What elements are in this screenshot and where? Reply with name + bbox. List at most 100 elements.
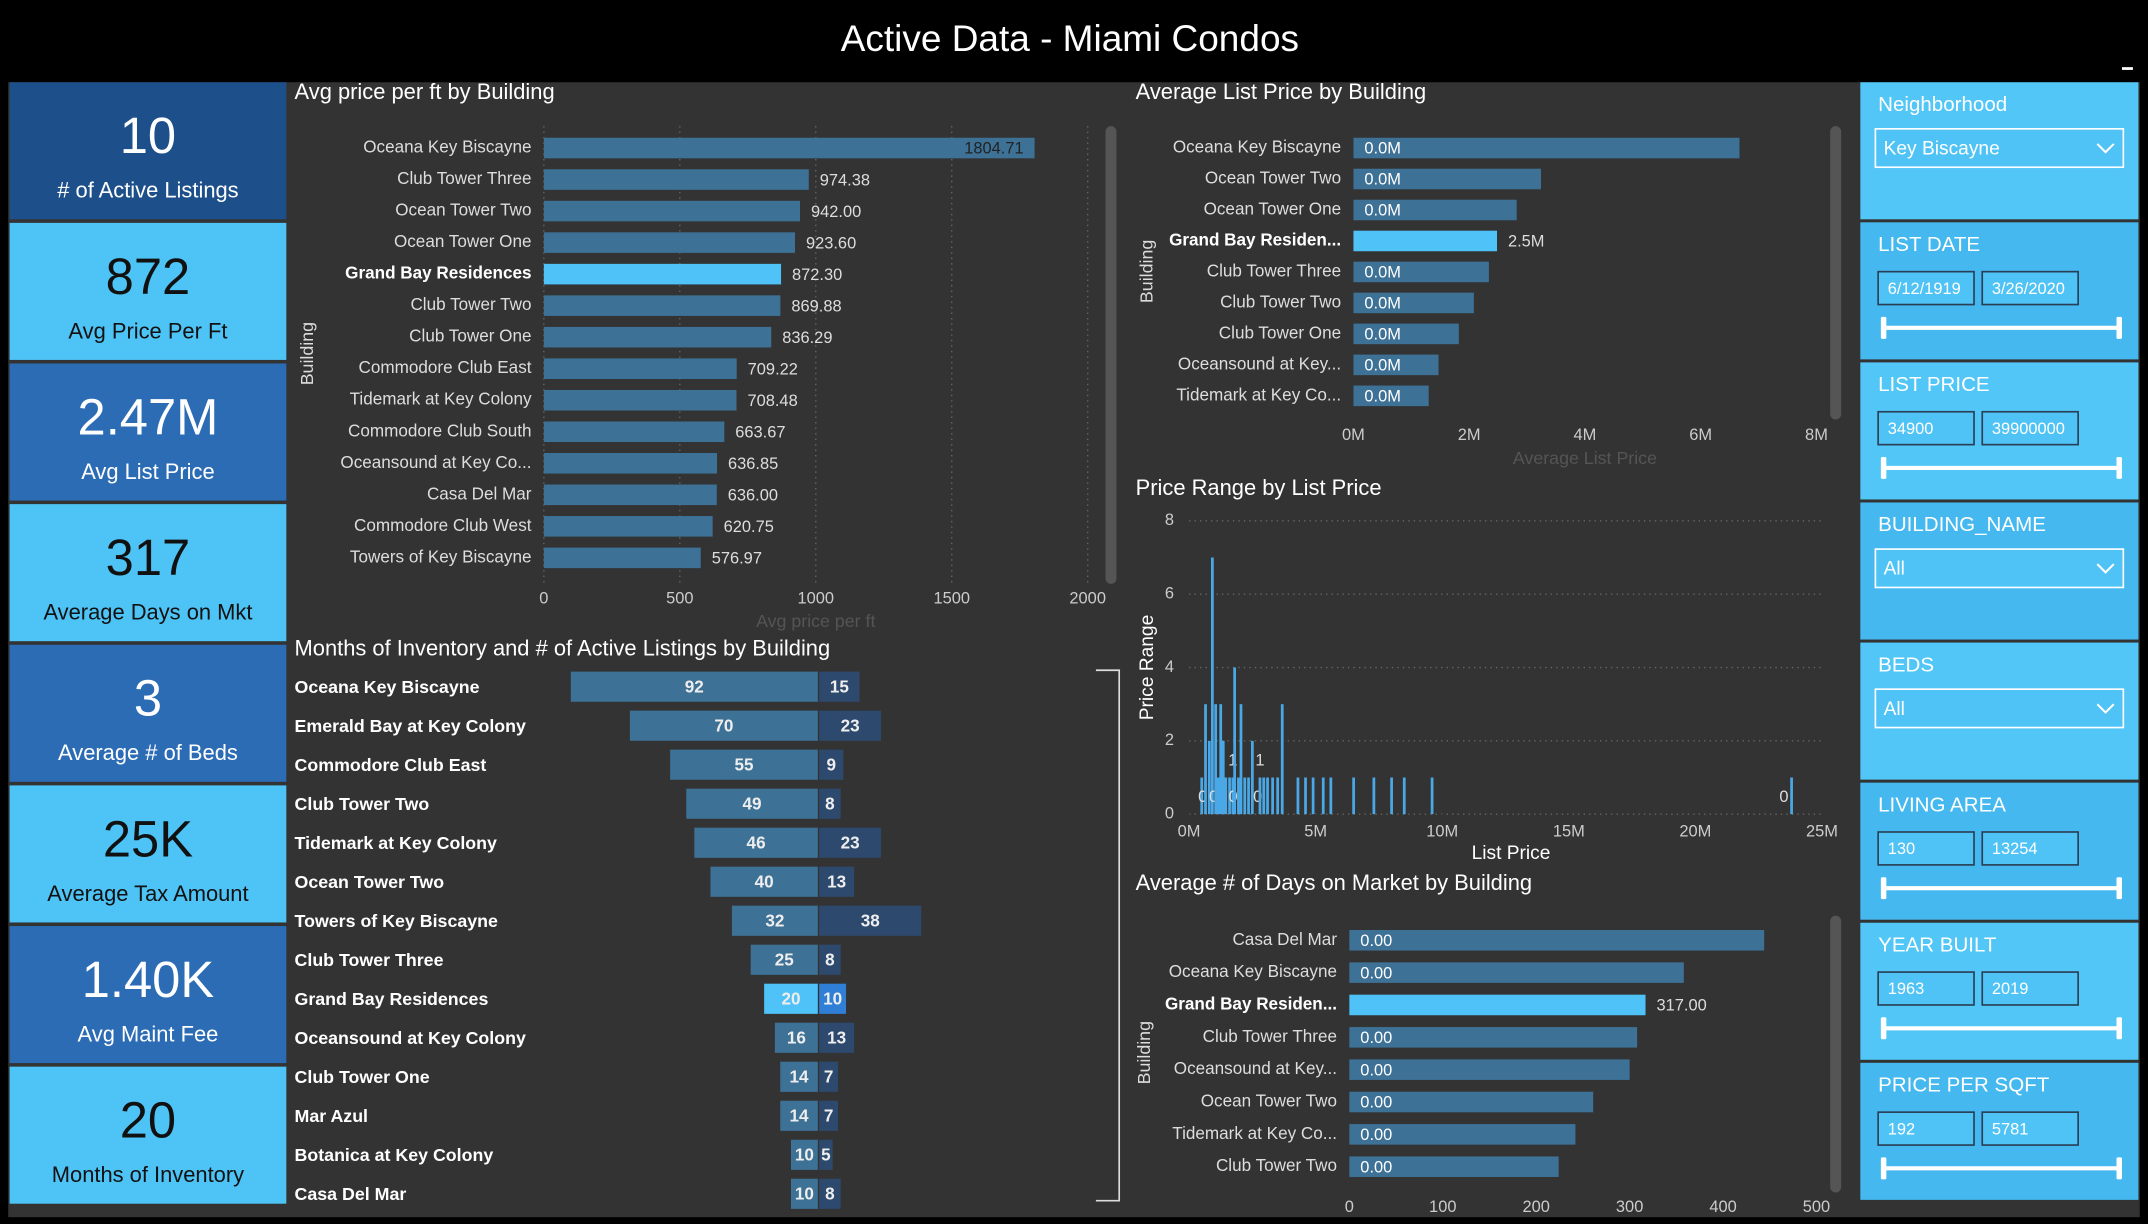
bar — [819, 710, 881, 741]
x-tick-label: 1000 — [797, 589, 834, 607]
bar — [543, 295, 781, 316]
slider-handle[interactable] — [1880, 877, 1887, 900]
kpi-value: 2.47M — [78, 388, 219, 445]
data-label: 0.00 — [1360, 964, 1392, 982]
data-label: 0 — [1209, 788, 1218, 806]
filter-title: BEDS — [1878, 653, 1934, 676]
dropdown[interactable] — [1874, 128, 2125, 169]
data-label: 10 — [795, 1146, 814, 1165]
slider-handle[interactable] — [1880, 456, 1887, 479]
range-input[interactable] — [1981, 831, 2079, 866]
column — [1207, 740, 1211, 815]
kpi-value: 10 — [120, 107, 176, 164]
x-tick-label: 200 — [1522, 1198, 1549, 1216]
range-input[interactable] — [1877, 1111, 1975, 1146]
data-label: 709.22 — [748, 360, 798, 378]
chart-title: Avg price per ft by Building — [295, 79, 555, 104]
filter-title: BUILDING_NAME — [1878, 513, 2046, 536]
scrollbar[interactable] — [1105, 126, 1117, 584]
category-label: Ocean Tower Two — [1201, 1092, 1337, 1111]
category-label: Oceansound at Key Co... — [340, 453, 531, 472]
data-label: 8 — [825, 951, 835, 970]
kpi-value: 25K — [103, 810, 193, 867]
bar — [819, 866, 855, 897]
slider-handle[interactable] — [2116, 456, 2122, 479]
slider-handle[interactable] — [1880, 316, 1887, 339]
column — [1219, 704, 1223, 815]
category-label: Tidemark at Key Colony — [295, 833, 497, 853]
range-input[interactable] — [1981, 410, 2079, 446]
bar — [570, 671, 818, 702]
bar — [780, 1100, 818, 1131]
data-label: 0.0M — [1364, 202, 1401, 220]
column — [1329, 777, 1333, 815]
dropdown[interactable] — [1874, 548, 2125, 589]
range-input[interactable] — [1877, 270, 1975, 306]
data-label: 20 — [781, 990, 800, 1009]
column — [1372, 777, 1376, 815]
data-label: 92 — [685, 678, 704, 697]
x-tick-label: 500 — [1803, 1198, 1830, 1216]
minimize-icon[interactable] — [2121, 67, 2133, 70]
x-tick-label: 0M — [1342, 426, 1365, 444]
bar — [1349, 994, 1646, 1016]
range-input-value: 6/12/1919 — [1888, 280, 1961, 298]
kpi-card — [9, 504, 287, 642]
category-label: Commodore Club East — [358, 358, 531, 377]
data-label: 49 — [743, 795, 762, 814]
slider-handle[interactable] — [1880, 1157, 1887, 1180]
range-input[interactable] — [1877, 410, 1975, 446]
slider-handle[interactable] — [2116, 1017, 2122, 1040]
column — [1266, 777, 1269, 815]
bar — [543, 169, 809, 190]
data-label: 836.29 — [782, 329, 832, 347]
data-label: 0.0M — [1364, 388, 1401, 406]
x-tick-label: 2000 — [1069, 589, 1106, 607]
bar — [819, 827, 881, 858]
range-input[interactable] — [1877, 831, 1975, 866]
scrollbar[interactable] — [1830, 915, 1842, 1193]
data-label: 869.88 — [791, 297, 841, 315]
x-tick-label: 100 — [1429, 1198, 1456, 1216]
category-label: Ocean Tower One — [394, 232, 532, 251]
bar — [543, 263, 782, 285]
x-tick-label: 20M — [1679, 822, 1711, 840]
bar — [819, 944, 841, 975]
filter-title: YEAR BUILT — [1878, 933, 1997, 956]
slider-handle[interactable] — [2116, 316, 2122, 339]
y-axis-title: Building — [1134, 1021, 1154, 1084]
x-tick-label: 500 — [666, 589, 693, 607]
slider-handle[interactable] — [2116, 1157, 2122, 1180]
data-label: 46 — [747, 834, 766, 853]
bar — [1353, 354, 1439, 376]
range-input[interactable] — [1981, 270, 2079, 306]
data-label: 663.67 — [735, 423, 785, 441]
slider-handle[interactable] — [2116, 877, 2122, 900]
data-label: 872.30 — [792, 266, 842, 284]
category-label: Club Tower One — [409, 327, 531, 346]
scrollbar[interactable] — [1830, 126, 1842, 420]
slider-handle[interactable] — [1880, 1017, 1887, 1040]
bar — [819, 983, 847, 1014]
data-label: 0.00 — [1360, 1126, 1392, 1144]
range-input[interactable] — [1981, 1111, 2079, 1146]
data-label: 0.0M — [1364, 264, 1401, 282]
x-tick-label: 300 — [1616, 1198, 1643, 1216]
range-input[interactable] — [1877, 971, 1975, 1006]
category-label: Grand Bay Residen... — [1169, 230, 1341, 249]
bar — [1353, 137, 1740, 159]
dropdown[interactable] — [1874, 688, 2125, 729]
bar — [819, 749, 844, 780]
data-label: 0 — [1229, 788, 1238, 806]
kpi-card — [9, 785, 287, 923]
data-label: 0.0M — [1364, 140, 1401, 158]
bar — [1353, 292, 1474, 314]
bar — [1353, 323, 1459, 345]
bar — [1349, 1156, 1559, 1177]
x-tick-label: 5M — [1304, 822, 1327, 840]
bar — [819, 1100, 838, 1131]
category-label: Commodore Club East — [295, 755, 487, 775]
category-label: Towers of Key Biscayne — [350, 547, 532, 566]
range-input[interactable] — [1981, 971, 2079, 1006]
